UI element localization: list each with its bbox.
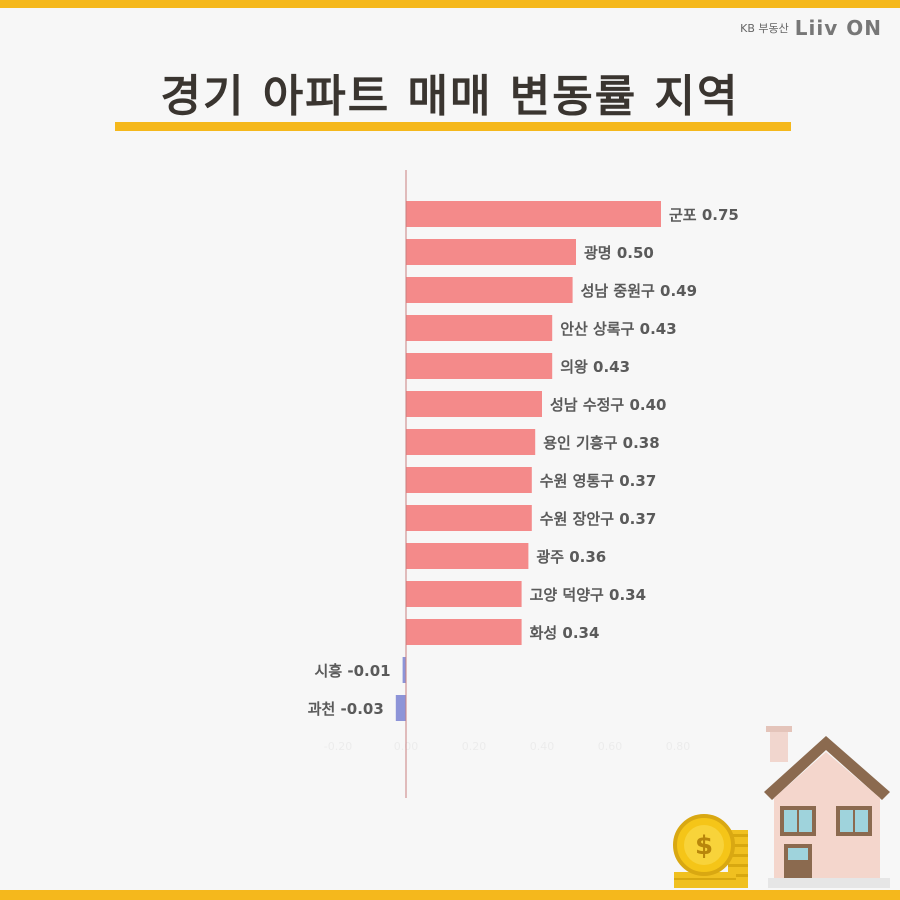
bar-9 xyxy=(406,543,529,569)
bar-10 xyxy=(406,581,522,607)
bar-4 xyxy=(406,353,553,379)
bar-label-8: 수원 장안구 0.37 xyxy=(540,510,656,528)
brand-liiv-text: Liiv ON xyxy=(794,16,882,40)
bar-label-13: 과천 -0.03 xyxy=(308,700,384,718)
house-icon xyxy=(764,726,890,888)
bar-label-4: 의왕 0.43 xyxy=(560,358,630,376)
bar-label-9: 광주 0.36 xyxy=(536,548,606,566)
bar-1 xyxy=(406,239,576,265)
bar-11 xyxy=(406,619,522,645)
bar-label-5: 성남 수정구 0.40 xyxy=(550,396,666,414)
page-title: 경기 아파트 매매 변동률 지역 xyxy=(160,71,740,122)
x-tick-label-3: 0.40 xyxy=(530,740,555,753)
x-tick-label-4: 0.60 xyxy=(598,740,623,753)
x-tick-label-0: -0.20 xyxy=(324,740,352,753)
coin-icon: $ xyxy=(673,814,748,888)
bar-label-0: 군포 0.75 xyxy=(669,206,739,224)
bar-12 xyxy=(402,657,406,683)
bar-13 xyxy=(395,695,406,721)
x-tick-label-2: 0.20 xyxy=(462,740,487,753)
house-illustration: $ xyxy=(673,726,890,888)
bar-label-7: 수원 영통구 0.37 xyxy=(540,472,656,490)
bar-label-6: 용인 기흥구 0.38 xyxy=(543,434,659,452)
brand-logo: KB 부동산 Liiv ON xyxy=(740,16,882,40)
top-accent-bar xyxy=(0,0,900,8)
bar-label-11: 화성 0.34 xyxy=(530,624,600,642)
bottom-accent-bar xyxy=(0,890,900,900)
bar-3 xyxy=(406,315,553,341)
bar-6 xyxy=(406,429,536,455)
title-underline xyxy=(115,122,791,131)
bar-label-2: 성남 중원구 0.49 xyxy=(581,282,697,300)
bar-label-1: 광명 0.50 xyxy=(584,244,654,262)
title-wrapper: 경기 아파트 매매 변동률 지역 xyxy=(0,60,900,124)
bar-label-10: 고양 덕양구 0.34 xyxy=(530,586,646,604)
bar-5 xyxy=(406,391,542,417)
bar-0 xyxy=(406,201,661,227)
brand-kb-text: KB 부동산 xyxy=(740,22,789,35)
bar-8 xyxy=(406,505,532,531)
bar-2 xyxy=(406,277,573,303)
x-tick-label-5: 0.80 xyxy=(666,740,691,753)
bar-label-12: 시흥 -0.01 xyxy=(315,662,391,680)
bar-7 xyxy=(406,467,532,493)
bar-label-3: 안산 상록구 0.43 xyxy=(560,320,676,338)
svg-text:$: $ xyxy=(695,831,713,861)
